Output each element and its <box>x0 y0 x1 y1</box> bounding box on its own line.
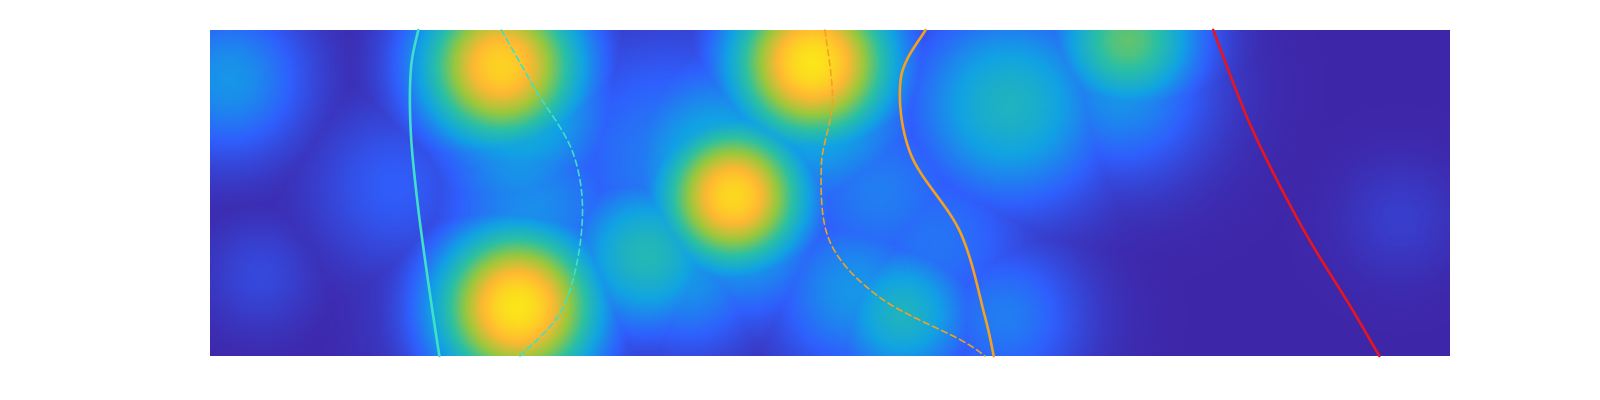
series-line-1 <box>408 28 441 358</box>
series-line-3 <box>820 29 986 357</box>
series-group <box>408 28 1381 358</box>
series-line-2 <box>500 29 584 357</box>
plot-area <box>210 28 1450 358</box>
heatmap-image <box>210 30 1450 356</box>
series-line-4 <box>898 28 995 358</box>
series-line-5 <box>1211 28 1381 358</box>
